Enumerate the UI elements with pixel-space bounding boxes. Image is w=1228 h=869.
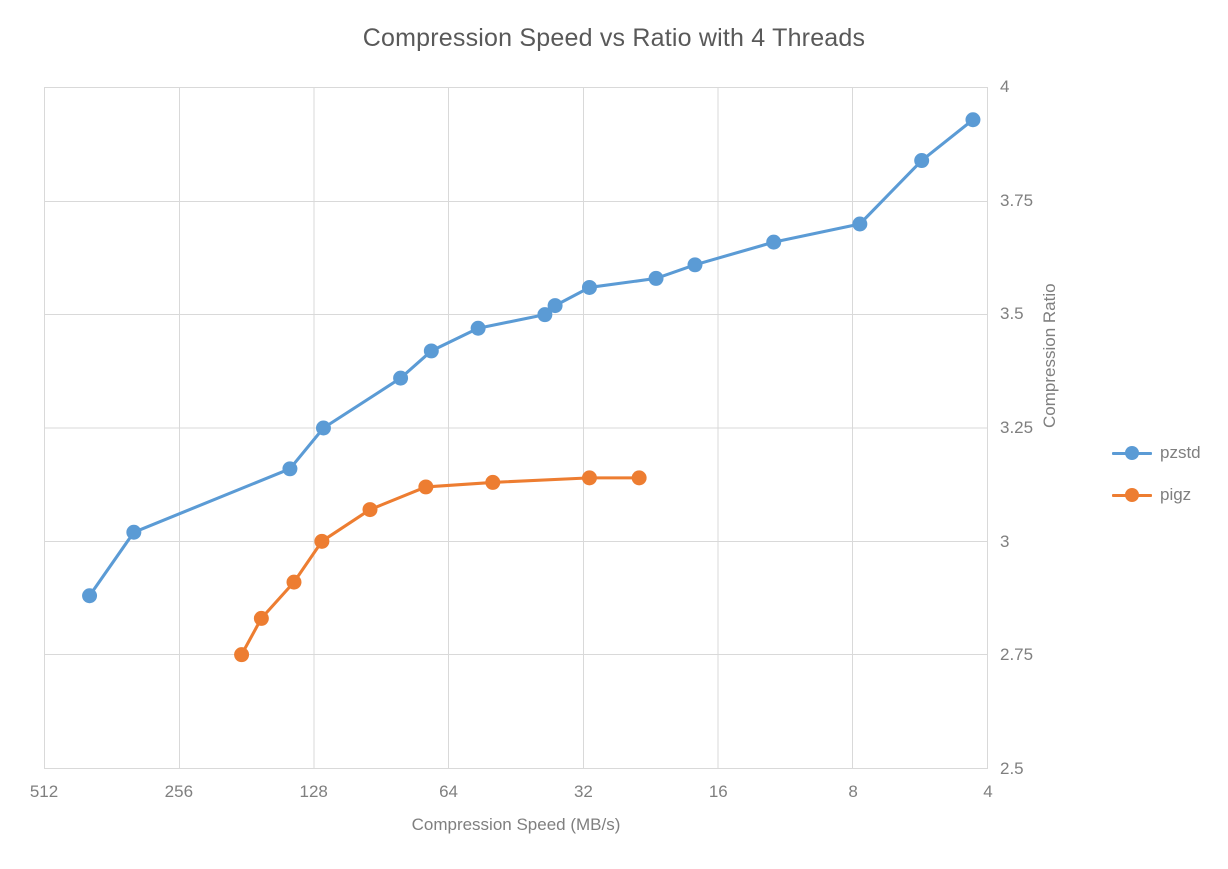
data-point[interactable] <box>537 307 553 323</box>
legend: pzstd pigz <box>1112 432 1222 516</box>
plot-area <box>44 87 988 769</box>
y-tick-label: 3.25 <box>1000 418 1034 437</box>
legend-label: pzstd <box>1160 443 1201 462</box>
series-line-pzstd <box>88 118 975 598</box>
data-point[interactable] <box>852 216 868 232</box>
x-axis-title: Compression Speed (MB/s) <box>411 815 621 834</box>
legend-swatch-icon <box>1112 446 1152 460</box>
legend-label: pigz <box>1160 485 1192 504</box>
data-point[interactable] <box>82 588 98 604</box>
data-point[interactable] <box>470 320 486 336</box>
legend-swatch-icon <box>1112 488 1152 502</box>
x-tick-label: 4 <box>983 782 993 801</box>
y-tick-label: 2.75 <box>1000 645 1034 665</box>
data-point[interactable] <box>581 470 597 486</box>
data-point[interactable] <box>631 470 647 486</box>
x-tick-label: 16 <box>708 782 728 801</box>
x-tick-label: 64 <box>439 782 459 801</box>
data-point[interactable] <box>766 234 782 250</box>
data-point[interactable] <box>648 270 664 286</box>
data-point[interactable] <box>423 343 439 359</box>
data-point[interactable] <box>965 112 981 128</box>
x-tick-label: 512 <box>29 782 59 801</box>
data-point[interactable] <box>914 153 930 169</box>
data-point[interactable] <box>581 279 597 295</box>
x-tick-label: 256 <box>164 782 194 801</box>
data-point[interactable] <box>687 257 703 273</box>
legend-item-pigz[interactable]: pigz <box>1112 474 1222 516</box>
x-tick-label: 128 <box>299 782 328 801</box>
series-line-pigz <box>240 476 641 657</box>
gridlines <box>45 88 987 768</box>
y-tick-label: 3.5 <box>1000 304 1024 324</box>
data-point[interactable] <box>362 502 378 518</box>
y-tick-label: 3.75 <box>1000 190 1034 210</box>
series-layer <box>82 112 981 663</box>
y-axis-title: Compression Ratio <box>1040 283 1059 428</box>
data-point[interactable] <box>234 647 250 663</box>
page-title: Compression Speed vs Ratio with 4 Thread… <box>362 24 866 52</box>
data-point[interactable] <box>418 479 434 495</box>
data-point[interactable] <box>253 610 269 626</box>
data-point[interactable] <box>547 298 563 314</box>
y-tick-label: 2.5 <box>1000 759 1024 778</box>
data-point[interactable] <box>286 574 302 590</box>
data-point[interactable] <box>485 474 501 490</box>
data-point[interactable] <box>315 420 331 436</box>
data-point[interactable] <box>126 524 142 540</box>
data-point[interactable] <box>393 370 409 386</box>
y-tick-label: 3 <box>1000 531 1010 551</box>
data-point[interactable] <box>282 461 298 477</box>
data-point[interactable] <box>314 533 330 549</box>
x-tick-label: 32 <box>573 782 593 801</box>
legend-item-pzstd[interactable]: pzstd <box>1112 432 1222 474</box>
y-tick-label: 4 <box>1000 77 1010 96</box>
x-tick-label: 8 <box>848 782 858 801</box>
